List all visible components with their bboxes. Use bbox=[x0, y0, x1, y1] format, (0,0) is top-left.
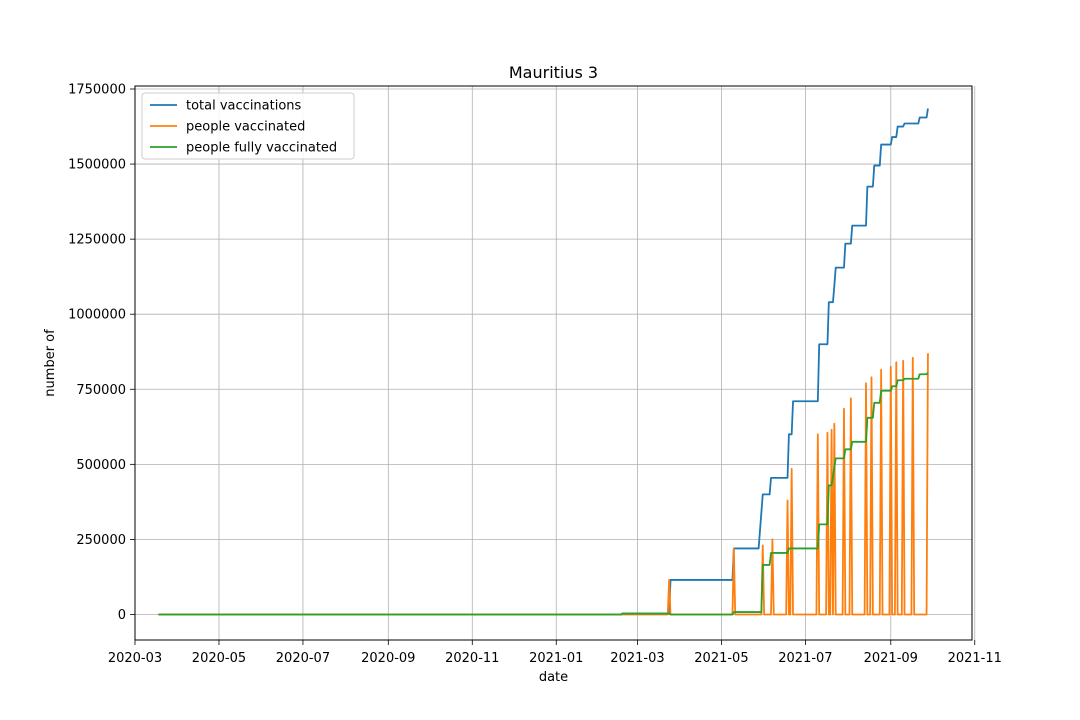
x-tick-label: 2020-03 bbox=[108, 651, 162, 666]
y-tick-label: 1000000 bbox=[68, 308, 126, 323]
x-tick-label: 2021-07 bbox=[778, 651, 832, 666]
plot-frame bbox=[134, 85, 973, 641]
x-tick-label: 2020-09 bbox=[361, 651, 415, 666]
chart-title: Mauritius 3 bbox=[509, 63, 598, 82]
x-tick-label: 2021-01 bbox=[529, 651, 583, 666]
x-axis-ticks: 2020-03 2020-05 2020-07 2020-09 2020-11 2021-… bbox=[108, 640, 1002, 666]
x-axis-label: date bbox=[539, 670, 568, 685]
x-tick-label: 2021-03 bbox=[610, 651, 664, 666]
y-axis-ticks: 0 250000 500000 750000 1000000 1250000 1500000… bbox=[68, 83, 135, 623]
legend-label-0: total vaccinations bbox=[186, 99, 302, 114]
series-line-1 bbox=[158, 353, 929, 616]
x-tick-label: 2020-11 bbox=[445, 651, 499, 666]
y-tick-label: 750000 bbox=[76, 383, 126, 398]
y-tick-label: 1750000 bbox=[68, 83, 126, 98]
legend: total vaccinations people vaccinated peopl… bbox=[141, 92, 355, 160]
x-tick-label: 2021-09 bbox=[864, 651, 918, 666]
legend-label-1: people vaccinated bbox=[186, 120, 305, 135]
y-tick-label: 1250000 bbox=[68, 233, 126, 248]
x-tick-label: 2020-07 bbox=[276, 651, 330, 666]
x-tick-label: 2021-11 bbox=[948, 651, 1002, 666]
legend-box bbox=[141, 92, 355, 160]
x-tick-label: 2021-05 bbox=[694, 651, 748, 666]
series-line-2 bbox=[158, 372, 929, 616]
series-lines bbox=[158, 108, 929, 616]
gridlines bbox=[134, 86, 976, 640]
y-tick-label: 1500000 bbox=[68, 158, 126, 173]
y-tick-label: 0 bbox=[118, 608, 126, 623]
series-line-0 bbox=[158, 108, 929, 616]
x-tick-label: 2020-05 bbox=[192, 651, 246, 666]
y-tick-label: 250000 bbox=[76, 533, 126, 548]
y-tick-label: 500000 bbox=[76, 458, 126, 473]
y-axis-label: number of bbox=[43, 329, 58, 397]
legend-label-2: people fully vaccinated bbox=[186, 141, 337, 156]
